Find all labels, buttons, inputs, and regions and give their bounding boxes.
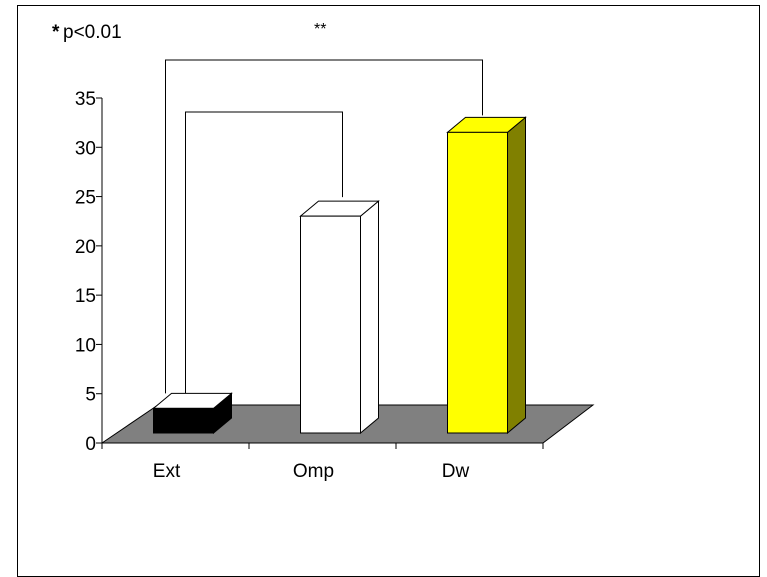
bar-side <box>360 200 379 435</box>
bar-front <box>447 131 508 434</box>
x-tick-label: Ext <box>153 461 181 482</box>
y-tick-label: 25 <box>75 188 96 209</box>
p-note-star: * <box>52 22 60 43</box>
bar-ext <box>152 392 233 435</box>
y-tick-label: 10 <box>75 335 96 356</box>
bar-front <box>300 215 361 434</box>
y-tick-label: 20 <box>75 237 96 258</box>
bracket-ext-dw <box>165 59 483 394</box>
significance-marker: ** <box>314 21 326 38</box>
bar-front <box>153 407 214 434</box>
y-tick-label: 0 <box>85 434 96 455</box>
y-tick-label: 5 <box>85 385 96 406</box>
bracket-ext-omp <box>185 111 343 394</box>
y-tick-label: 35 <box>75 89 96 110</box>
p-note-text: p<0.01 <box>63 22 122 43</box>
x-tick-label: Omp <box>293 461 334 482</box>
bar-chart: * p<0.01 ** 0 5 10 15 20 25 30 35 Ext Omp Dw <box>52 21 595 482</box>
bar-omp <box>299 200 380 435</box>
bar-side <box>507 116 526 435</box>
y-tick-label: 15 <box>75 286 96 307</box>
chart-frame: * p<0.01 ** 0 5 10 15 20 25 30 35 Ext Omp Dw <box>17 5 760 577</box>
x-tick-label: Dw <box>442 461 470 482</box>
y-tick-label: 30 <box>75 138 96 159</box>
bar-dw <box>446 116 527 435</box>
